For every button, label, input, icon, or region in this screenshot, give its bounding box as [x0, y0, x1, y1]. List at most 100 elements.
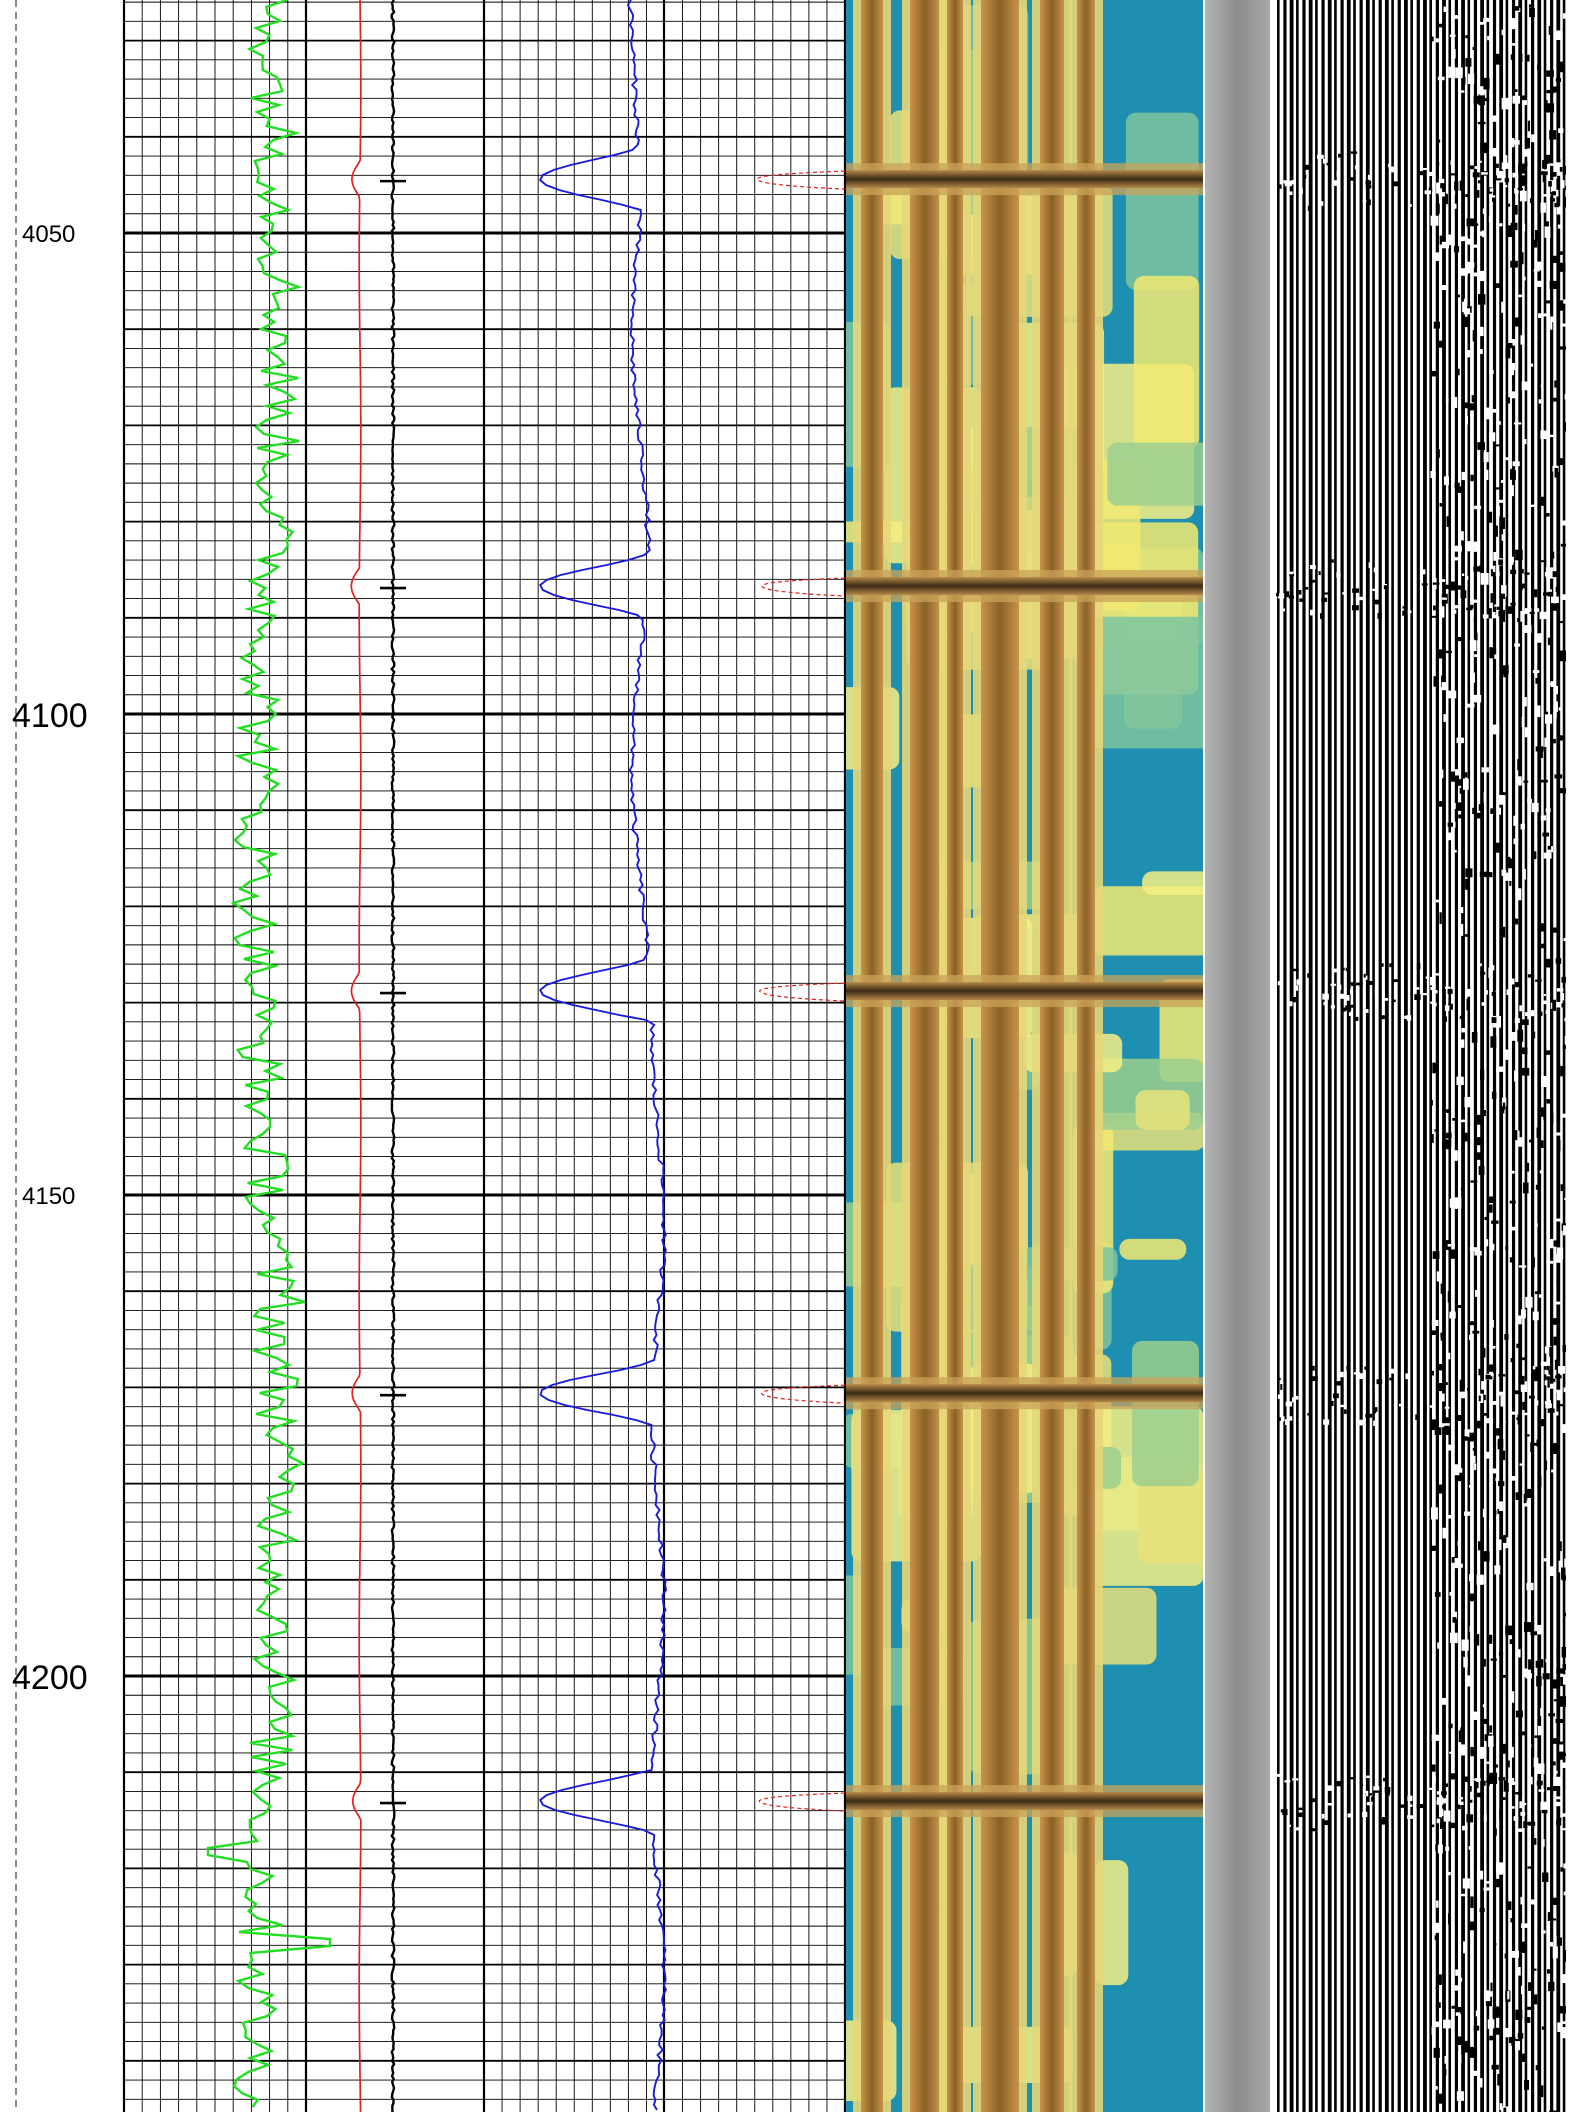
- vdl-noise: [1437, 139, 1441, 143]
- vdl-noise: [1520, 1309, 1526, 1319]
- vdl-noise: [1455, 2006, 1462, 2015]
- vdl-noise: [1452, 1617, 1457, 1623]
- vdl-noise: [1521, 1985, 1525, 1995]
- vdl-collar-noise: [1553, 1389, 1558, 1393]
- vdl-collar-noise: [1524, 608, 1532, 612]
- vdl-noise: [1491, 724, 1500, 735]
- vdl-collar-noise: [1552, 571, 1559, 578]
- vdl-stripe: [1442, 0, 1446, 2112]
- vdl-collar-noise: [1502, 161, 1507, 167]
- vdl-collar-noise: [1404, 1015, 1411, 1019]
- vdl-noise: [1476, 1137, 1482, 1146]
- vdl-noise: [1535, 1223, 1538, 1227]
- vdl-noise: [1549, 1566, 1555, 1577]
- vdl-noise: [1432, 615, 1437, 618]
- vdl-noise: [1486, 187, 1493, 194]
- vdl-noise: [1437, 1817, 1442, 1820]
- vdl-noise: [1534, 335, 1538, 340]
- vdl-noise: [1500, 1109, 1505, 1114]
- vdl-noise: [1547, 637, 1553, 646]
- vdl-noise: [1561, 993, 1565, 1001]
- vdl-noise: [1508, 1411, 1517, 1415]
- vdl-noise: [1444, 2055, 1449, 2064]
- vdl-collar-noise: [1379, 1016, 1382, 1022]
- vdl-noise: [1449, 1198, 1456, 1208]
- vdl-noise: [1563, 1225, 1566, 1236]
- vdl-collar-noise: [1389, 963, 1394, 968]
- vdl-collar-noise: [1477, 180, 1483, 184]
- vdl-stripe: [1562, 0, 1566, 2112]
- vdl-noise: [1532, 670, 1540, 674]
- vdl-noise: [1439, 502, 1443, 507]
- vdl-collar-noise: [1347, 1787, 1351, 1793]
- vdl-collar-noise: [1353, 1372, 1361, 1375]
- vdl-noise: [1460, 1187, 1464, 1191]
- vdl-collar-noise: [1534, 608, 1540, 612]
- vdl-noise: [1455, 769, 1460, 776]
- vdl-noise: [1501, 792, 1507, 796]
- vdl-noise: [1489, 282, 1492, 290]
- vdl-noise: [1501, 301, 1506, 313]
- image-band: [981, 0, 1019, 2112]
- vdl-noise: [1559, 1696, 1566, 1707]
- vdl-noise: [1472, 47, 1477, 51]
- vdl-noise: [1431, 1330, 1439, 1336]
- vdl-noise: [1524, 2016, 1531, 2023]
- vdl-noise: [1469, 1625, 1472, 1633]
- vdl-noise: [1490, 808, 1494, 814]
- vdl-noise: [1448, 1723, 1453, 1729]
- vdl-noise: [1511, 18, 1517, 30]
- vdl-noise: [1496, 421, 1501, 425]
- vdl-collar-noise: [1546, 1365, 1550, 1371]
- vdl-noise: [1498, 1776, 1505, 1781]
- vdl-noise: [1540, 1801, 1548, 1811]
- vdl-noise: [1550, 681, 1556, 687]
- vdl-collar-noise: [1415, 1414, 1419, 1421]
- vdl-noise: [1531, 802, 1539, 813]
- vdl-noise: [1460, 531, 1464, 541]
- vdl-noise: [1467, 143, 1470, 150]
- vdl-noise: [1538, 1294, 1542, 1298]
- vdl-noise: [1507, 397, 1510, 404]
- vdl-noise: [1537, 1659, 1544, 1668]
- vdl-noise: [1560, 323, 1566, 327]
- vdl-noise: [1443, 6, 1447, 13]
- vdl-noise: [1560, 1184, 1564, 1192]
- vdl-noise: [1560, 2021, 1566, 2024]
- vdl-collar-noise: [1310, 609, 1313, 616]
- black-curve: [390, 0, 396, 2112]
- vdl-noise: [1546, 1376, 1550, 1380]
- vdl-noise: [1488, 1735, 1494, 1747]
- vdl-noise: [1431, 1545, 1439, 1551]
- vdl-noise: [1550, 1897, 1558, 1905]
- vdl-noise: [1554, 1254, 1563, 1263]
- vdl-noise: [1547, 845, 1552, 850]
- vdl-noise: [1564, 1197, 1566, 1200]
- vdl-noise: [1554, 467, 1559, 478]
- vdl-noise: [1469, 1432, 1476, 1442]
- vdl-noise: [1479, 21, 1486, 25]
- vdl-collar-noise: [1409, 204, 1412, 207]
- vdl-noise: [1457, 779, 1465, 786]
- vdl-collar-noise: [1478, 963, 1482, 967]
- vdl-noise: [1538, 313, 1542, 319]
- vdl-collar-noise: [1283, 180, 1288, 184]
- red-curve: [350, 0, 362, 2112]
- collar-stripe: [845, 577, 1203, 596]
- vdl-noise: [1498, 1539, 1502, 1551]
- vdl-noise: [1472, 807, 1477, 815]
- vdl-collar-noise: [1453, 605, 1459, 609]
- vdl-noise: [1517, 1137, 1524, 1147]
- vdl-collar-noise: [1556, 1001, 1562, 1008]
- image-band: [1077, 0, 1095, 2112]
- vdl-noise: [1519, 190, 1527, 202]
- vdl-noise: [1435, 2086, 1438, 2090]
- vdl-noise: [1501, 926, 1506, 938]
- vdl-noise: [1515, 1710, 1523, 1718]
- vdl-noise: [1523, 149, 1530, 157]
- vdl-collar-noise: [1323, 592, 1331, 595]
- vdl-noise: [1493, 283, 1501, 288]
- vdl-collar-noise: [1441, 1791, 1447, 1796]
- vdl-noise: [1437, 1642, 1442, 1649]
